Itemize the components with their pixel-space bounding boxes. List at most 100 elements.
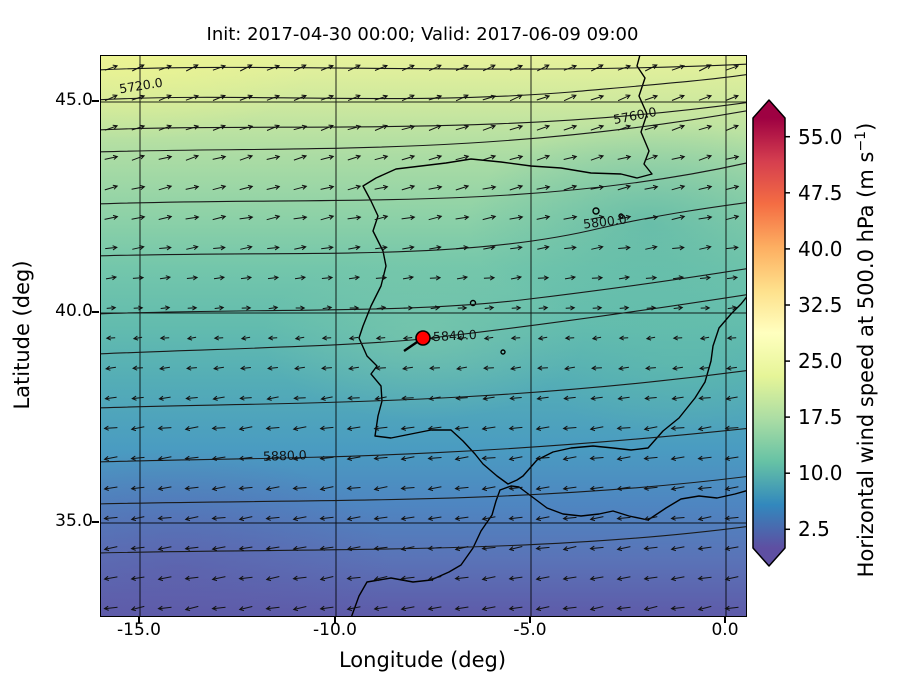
wind-arrow [456,335,467,341]
wind-arrow [130,426,145,432]
xtick-mark [724,616,726,623]
wind-arrow [482,124,497,131]
wind-arrow [591,245,604,251]
wind-arrow [509,395,522,401]
wind-arrow [158,94,172,102]
wind-arrow [187,305,198,311]
wind-arrow [698,64,712,72]
wind-arrow [131,94,146,101]
wind-arrow [429,275,442,281]
wind-arrow [508,456,523,462]
wind-arrow [724,425,739,431]
wind-arrow [510,335,521,341]
wind-arrow [346,516,361,522]
wind-arrow [212,154,227,160]
wind-arrow [373,515,388,521]
wind-arrow [535,516,550,522]
wind-arrow [726,335,737,341]
wind-arrow [240,365,251,371]
wind-arrow [509,124,524,131]
wind-arrow [673,305,684,311]
wind-arrow [671,214,686,221]
wind-arrow [563,154,578,160]
wind-arrow [402,275,415,281]
wind-arrow [105,365,116,371]
wind-arrow [535,425,550,431]
wind-arrow [292,575,307,581]
wind-arrow [643,455,658,461]
wind-arrow [482,154,497,161]
wind-arrow [185,124,200,131]
coastline-africa [350,485,746,616]
wind-arrow [724,605,739,611]
wind-arrow [699,245,712,250]
colorbar-tick-marks [785,135,790,531]
wind-arrow [292,606,307,612]
wind-arrow [185,395,198,401]
wind-arrow [239,64,253,72]
wind-arrow [133,305,144,311]
wind-arrow [103,485,118,491]
wind-arrow [400,606,415,612]
wind-arrow [265,576,280,582]
wind-arrow [373,455,388,461]
wind-arrow [346,425,361,431]
wind-arrow [536,154,551,161]
wind-arrow [564,275,577,281]
wind-arrow [429,245,442,251]
colorbar-tick-label: 32.5 [798,293,843,317]
wind-arrow [211,486,226,492]
wind-arrow [319,425,334,431]
wind-arrow [159,335,170,341]
wind-arrow [266,94,281,101]
wind-arrow [670,576,685,582]
wind-arrow [104,124,119,131]
wind-arrow [725,154,740,160]
wind-arrow [509,154,524,161]
wind-arrow [454,456,469,462]
wind-arrow [211,515,226,521]
wind-arrow [266,214,281,221]
wind-arrow [213,275,226,281]
wind-arrow [320,214,335,221]
wind-arrow [400,485,415,491]
colorbar-body [752,99,786,567]
wind-arrow [562,546,577,552]
wind-arrow [617,154,632,160]
wind-arrow [644,395,657,401]
wind-arrow [619,305,630,311]
wind-arrow [725,124,739,131]
wind-arrow [267,365,278,371]
wind-arrow [103,546,118,552]
wind-arrow [374,184,389,190]
colorbar-tick-label: 25.0 [798,349,843,373]
wind-arrow [727,305,738,311]
colorbar-label-superscript: −1 [853,130,869,152]
wind-arrow [643,575,658,581]
wind-arrow [319,486,334,492]
wind-arrow [592,305,603,311]
wind-arrow [589,606,604,612]
wind-arrow [538,305,549,311]
wind-arrow [106,305,117,311]
wind-arrow [645,275,658,281]
location-marker [415,330,431,346]
ytick-label: 45.0 [55,90,93,110]
ytick-label: 35.0 [55,511,93,531]
wind-arrow [454,546,469,552]
wind-arrow [455,154,470,161]
colorbar-tick-label: 10.0 [798,461,843,485]
wind-arrow [239,94,254,101]
wind-arrow [374,124,388,131]
wind-arrow [376,305,387,311]
wind-arrow [510,275,523,281]
wind-arrow [103,456,118,462]
wind-arrow [509,215,524,221]
wind-arrow [403,305,414,311]
colorbar-axis-label: Horizontal wind speed at 500.0 hPa (m s−… [853,0,883,700]
wind-arrow [292,485,307,491]
wind-arrow [508,546,523,552]
wind-arrow [724,576,739,582]
wind-arrow [266,64,281,71]
wind-arrow [104,64,119,71]
